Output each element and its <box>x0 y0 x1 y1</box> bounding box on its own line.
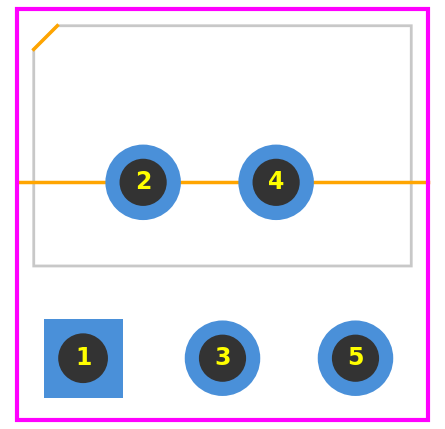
Text: 1: 1 <box>75 346 91 370</box>
Text: 5: 5 <box>347 346 364 370</box>
Text: 3: 3 <box>214 346 231 370</box>
Circle shape <box>185 320 260 396</box>
Circle shape <box>332 335 379 382</box>
Circle shape <box>105 145 181 220</box>
Circle shape <box>252 159 300 206</box>
Circle shape <box>120 159 167 206</box>
Circle shape <box>199 335 246 382</box>
Circle shape <box>239 145 314 220</box>
Text: 4: 4 <box>268 170 284 194</box>
Text: 2: 2 <box>135 170 151 194</box>
Circle shape <box>58 333 108 383</box>
Bar <box>44 319 122 398</box>
Circle shape <box>318 320 393 396</box>
